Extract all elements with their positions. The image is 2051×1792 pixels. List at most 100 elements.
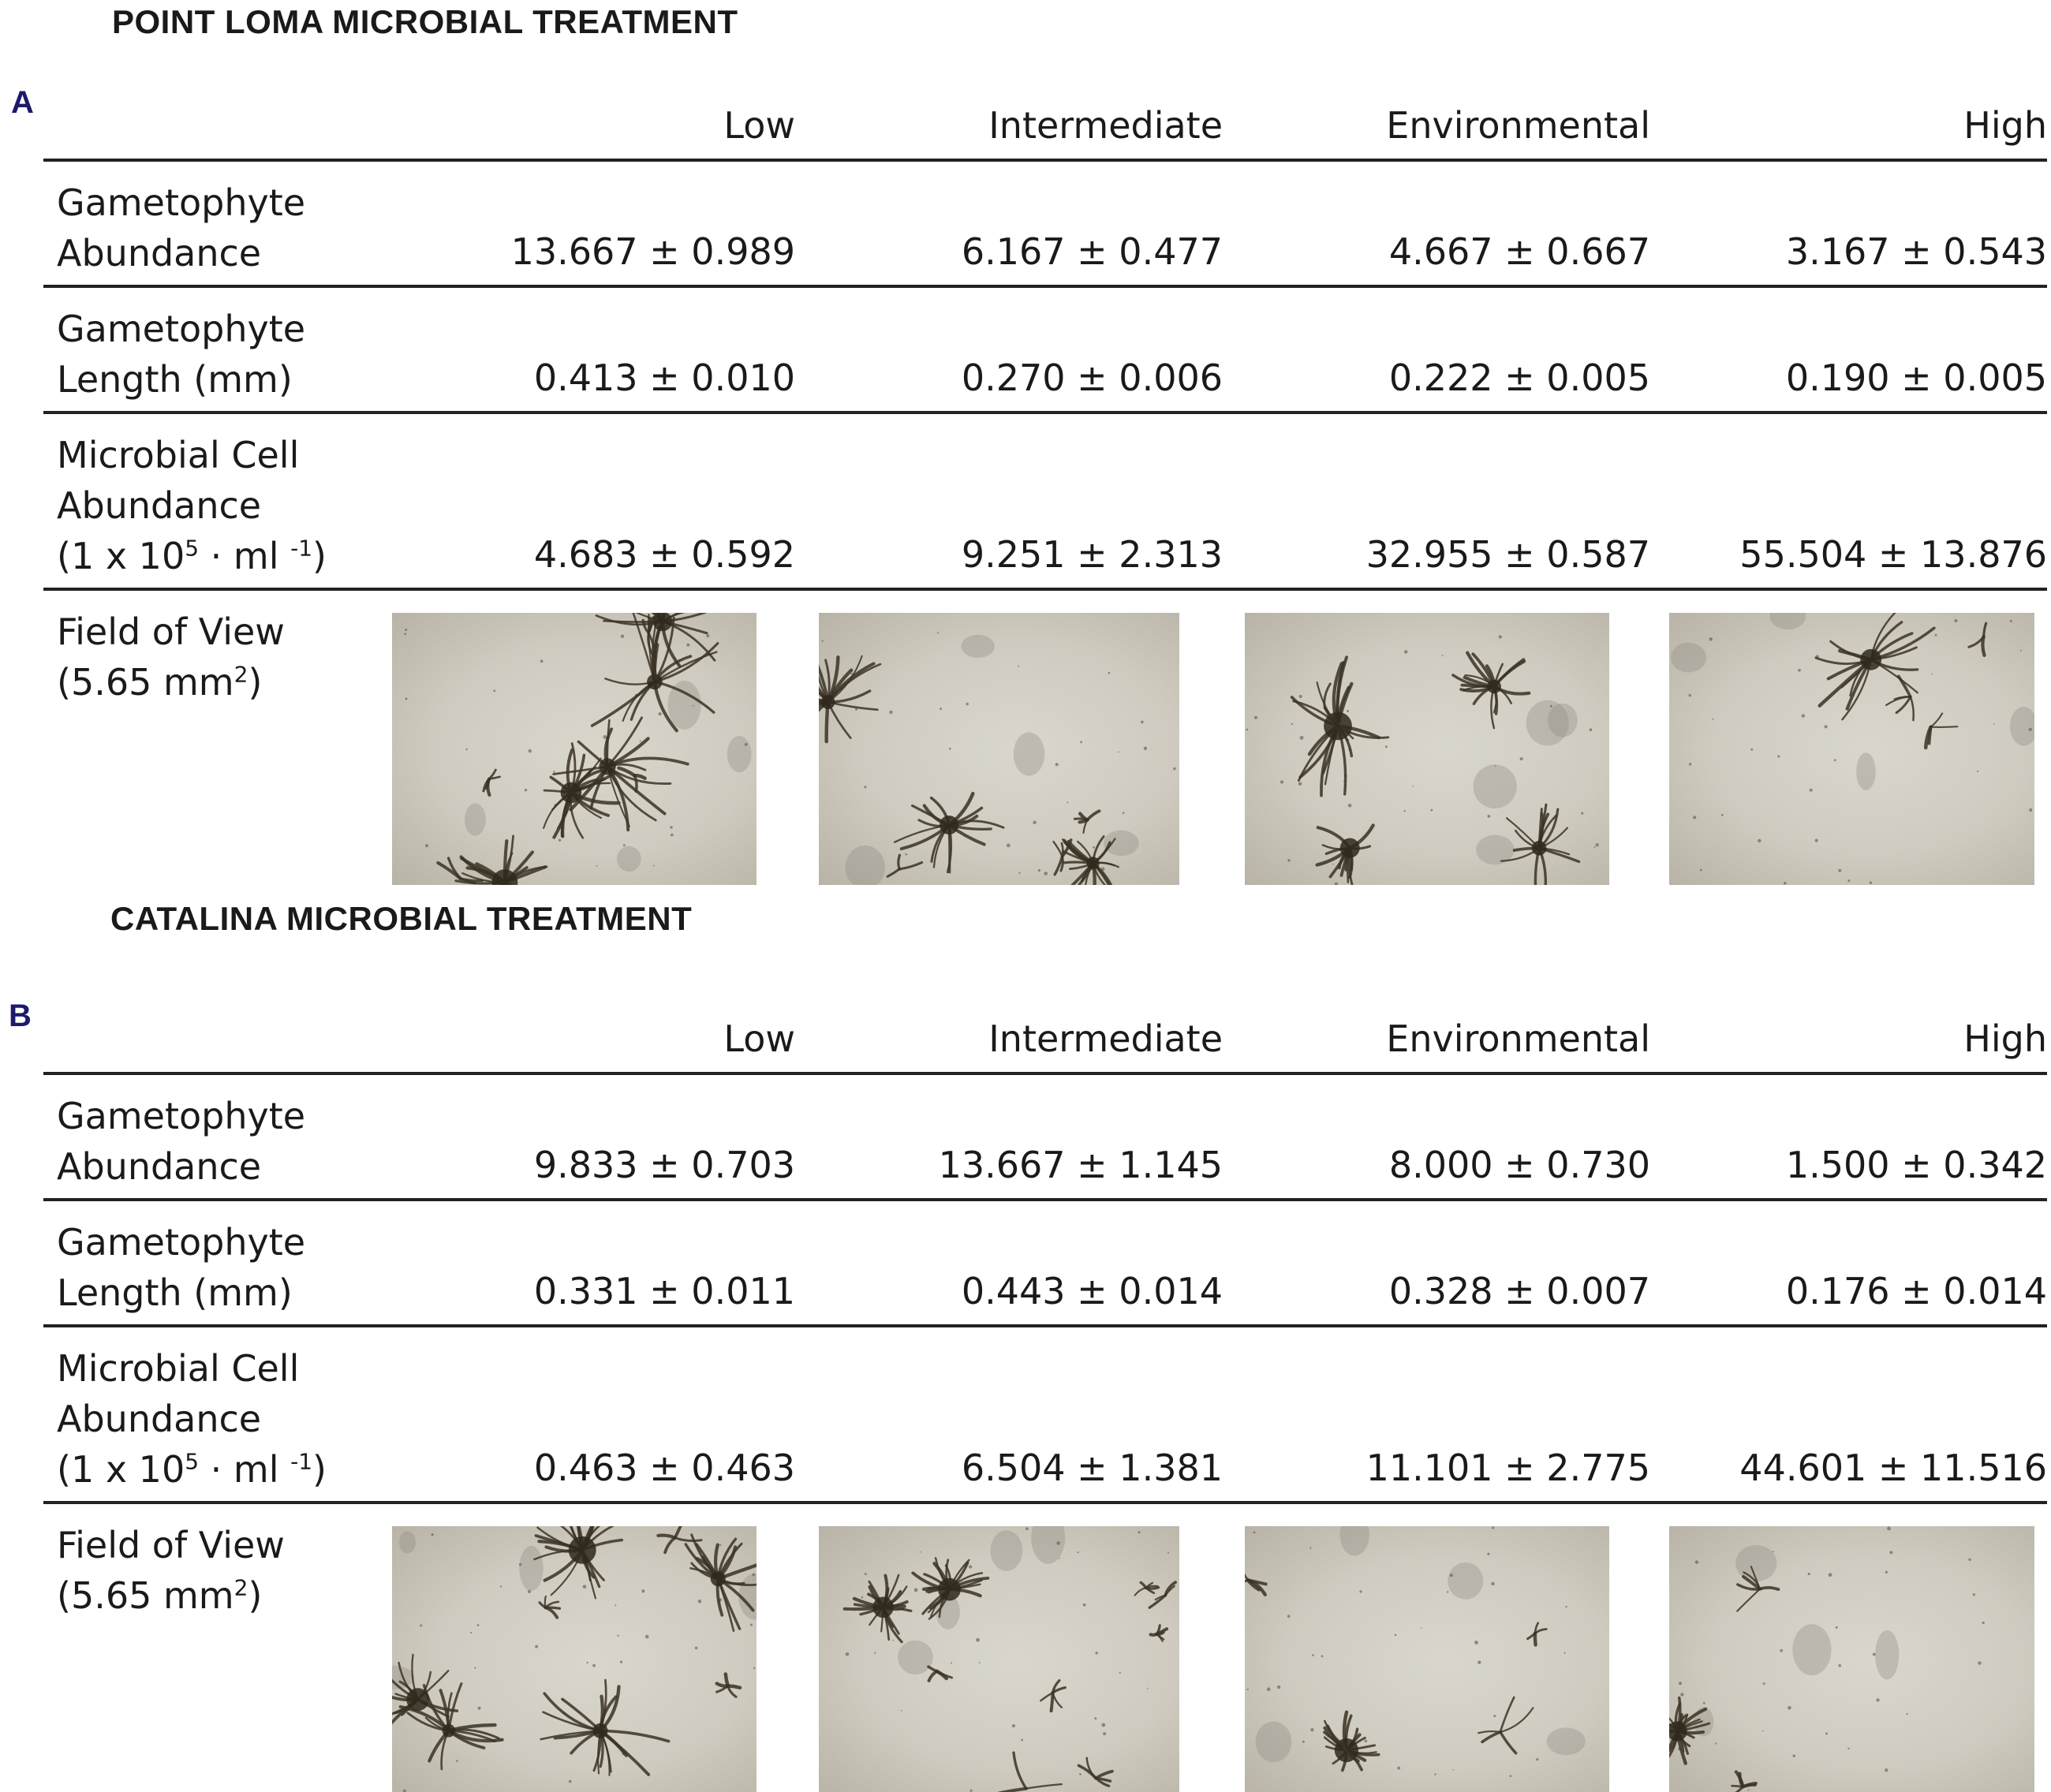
gametophyte	[540, 1678, 671, 1776]
table-cell: 4.667 ± 0.667	[1388, 230, 1650, 273]
speck	[1044, 872, 1048, 875]
speck	[920, 1551, 921, 1553]
speck	[639, 740, 641, 742]
speck	[518, 1562, 522, 1566]
speck	[1310, 1728, 1314, 1732]
speck	[2028, 727, 2032, 731]
speck	[1847, 1747, 1850, 1750]
speck	[1762, 1682, 1765, 1686]
column-header-low: Low	[723, 1017, 795, 1060]
speck	[658, 712, 662, 716]
speck	[1885, 1570, 1888, 1574]
speck	[1101, 1723, 1106, 1727]
blur-spot	[727, 736, 752, 773]
speck	[1519, 757, 1523, 761]
gametophyte	[1323, 1724, 1360, 1763]
gametophyte	[1040, 1679, 1067, 1713]
speck	[1082, 1603, 1086, 1607]
speck	[1889, 1551, 1893, 1555]
row-label: Gametophyte Length (mm)	[57, 308, 306, 401]
speck	[1761, 1730, 1764, 1732]
gametophyte	[392, 1653, 459, 1725]
gametophyte	[842, 1574, 913, 1644]
table-cell: 13.667 ± 1.145	[938, 1144, 1223, 1186]
gametophyte	[482, 768, 501, 797]
speck	[1954, 619, 1958, 622]
table-cell: 0.222 ± 0.005	[1388, 357, 1650, 399]
gametophyte	[595, 613, 716, 681]
speck	[949, 748, 951, 750]
data-table: Low Intermediate Environmental High Game…	[43, 92, 2047, 913]
row-label: Field of View (5.65 mm2)	[57, 1524, 285, 1617]
field-of-view-row: Field of View (5.65 mm2)	[43, 1504, 2047, 1792]
table-header-row: Low Intermediate Environmental High	[43, 92, 2047, 162]
gametophyte	[1967, 622, 1988, 657]
speck	[1394, 1633, 1397, 1637]
gametophyte	[436, 857, 484, 885]
table-cell: 0.413 ± 0.010	[533, 357, 795, 399]
speck	[553, 771, 555, 773]
blur-spot	[1103, 830, 1139, 857]
column-header-high: High	[1963, 104, 2047, 147]
gametophyte	[1073, 809, 1101, 834]
speck	[1847, 879, 1851, 883]
speck	[1246, 1688, 1249, 1691]
panel-letter: A	[11, 85, 34, 120]
table-cell: 0.443 ± 0.014	[961, 1270, 1223, 1312]
gametophyte	[1814, 613, 1936, 721]
micrograph-image	[392, 1526, 757, 1792]
gametophyte	[543, 742, 621, 839]
speck	[845, 1652, 850, 1656]
speck	[1474, 1641, 1478, 1645]
speck	[1838, 868, 1842, 872]
speck	[1934, 633, 1937, 637]
micrograph-high	[1669, 613, 2034, 885]
speck	[1299, 736, 1304, 740]
panel-title: POINT LOMA MICROBIAL TREATMENT	[112, 3, 738, 40]
speck	[1298, 782, 1302, 786]
speck	[1021, 1738, 1023, 1742]
table-cell: 13.667 ± 0.989	[510, 230, 795, 273]
speck	[1593, 846, 1596, 848]
speck	[1347, 710, 1349, 713]
table-cell: 1.500 ± 0.342	[1785, 1144, 2047, 1186]
table-cell: 0.328 ± 0.007	[1388, 1270, 1650, 1312]
speck	[1384, 745, 1388, 749]
speck	[1565, 1606, 1567, 1608]
blur-spot	[1792, 1624, 1832, 1676]
column-header-environmental: Environmental	[1386, 104, 1650, 147]
gametophyte	[454, 834, 548, 885]
speck	[425, 844, 428, 848]
speck	[1509, 1775, 1512, 1777]
speck	[641, 1589, 645, 1593]
blur-spot	[1671, 642, 1706, 673]
panel-letter: B	[9, 999, 32, 1033]
speck	[1103, 1732, 1107, 1736]
speck	[1143, 746, 1148, 750]
speck	[1077, 1551, 1079, 1554]
speck	[1452, 1769, 1455, 1771]
gametophyte	[911, 1557, 990, 1620]
table-cell: 3.167 ± 0.543	[1785, 230, 2047, 273]
speck	[1780, 1648, 1783, 1652]
speck	[1750, 748, 1754, 751]
speck	[1688, 763, 1692, 766]
speck	[1792, 1754, 1795, 1757]
speck	[1421, 1627, 1422, 1629]
speck	[1291, 722, 1294, 726]
speck	[1253, 1531, 1256, 1534]
table-cell: 0.331 ± 0.011	[533, 1270, 795, 1312]
speck	[527, 1589, 532, 1593]
speck	[1018, 665, 1020, 667]
column-header-environmental: Environmental	[1386, 1017, 1650, 1060]
table-cell: 0.190 ± 0.005	[1785, 357, 2047, 399]
micrograph-high	[1669, 1526, 2034, 1792]
speck	[1814, 838, 1818, 842]
speck	[622, 844, 626, 847]
speck	[469, 1631, 473, 1634]
speck	[465, 748, 468, 751]
speck	[404, 633, 406, 635]
gametophyte	[1323, 682, 1354, 741]
table-cell: 55.504 ± 13.876	[1739, 533, 2047, 576]
row-label: Microbial Cell Abundance (1 x 105 · ml -…	[57, 1347, 327, 1491]
